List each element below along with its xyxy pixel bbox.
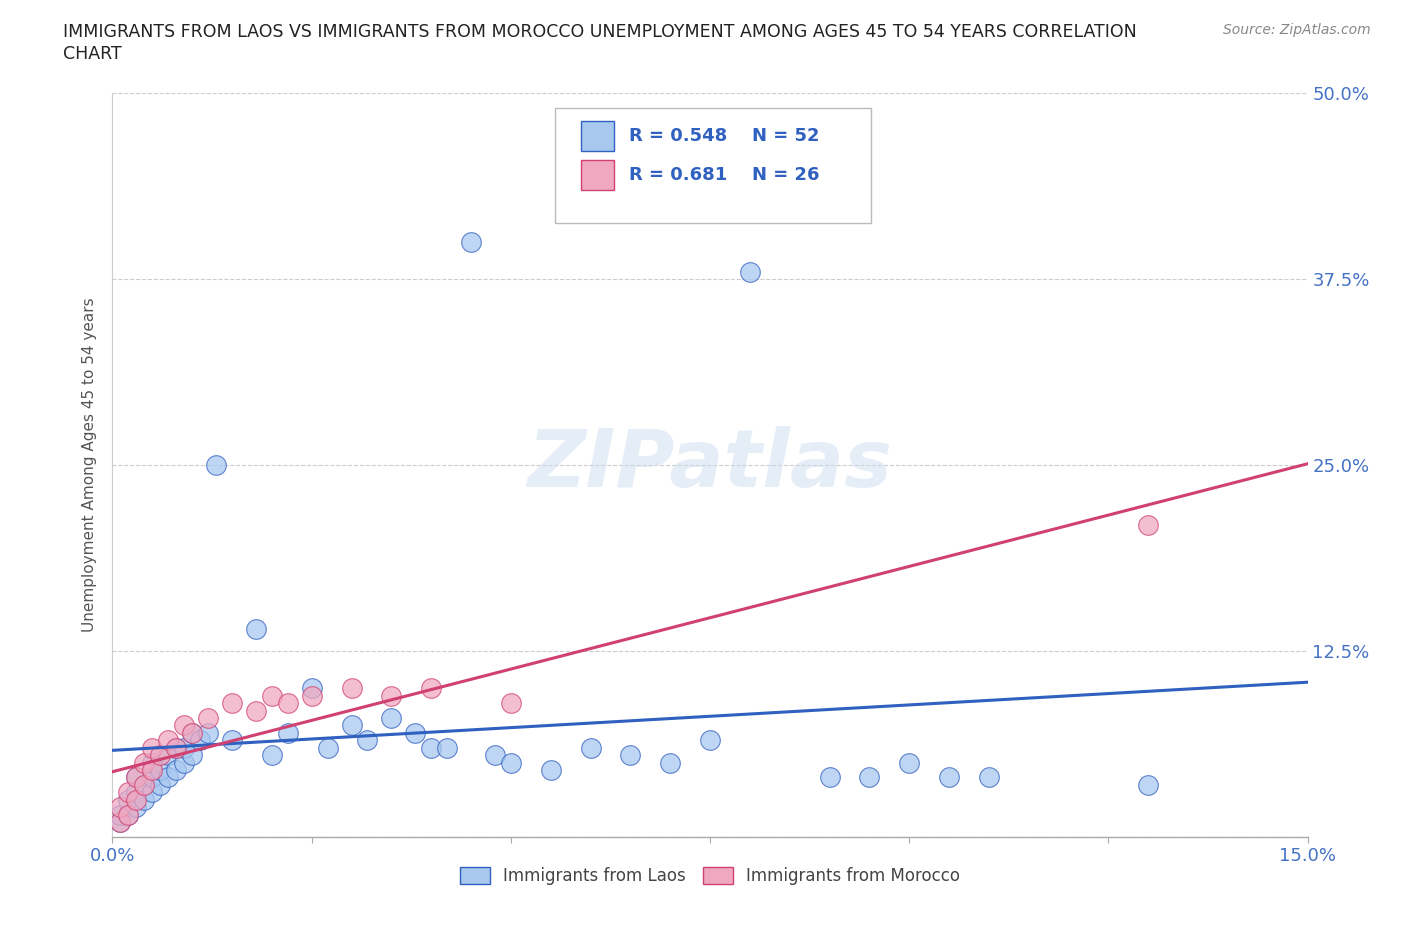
Point [404, 725, 426, 740]
Point [173, 755, 195, 770]
Point [245, 621, 267, 636]
Point [117, 792, 139, 807]
Point [125, 770, 148, 785]
Point [165, 763, 187, 777]
Point [1137, 517, 1160, 532]
Point [157, 748, 180, 763]
Y-axis label: Unemployment Among Ages 45 to 54 years: Unemployment Among Ages 45 to 54 years [82, 298, 97, 632]
Point [125, 792, 148, 807]
Point [181, 748, 204, 763]
Point [484, 748, 506, 763]
Point [699, 733, 721, 748]
Point [301, 688, 323, 703]
Point [149, 763, 172, 777]
Point [221, 696, 243, 711]
Point [141, 740, 163, 755]
Text: ZIPatlas: ZIPatlas [527, 426, 893, 504]
Point [245, 703, 267, 718]
Point [173, 740, 195, 755]
Point [659, 755, 682, 770]
Bar [581, 160, 614, 190]
Point [181, 725, 204, 740]
Point [117, 807, 139, 822]
Point [579, 740, 602, 755]
Point [181, 725, 204, 740]
Point [165, 740, 187, 755]
Point [340, 681, 363, 696]
Bar [581, 121, 614, 151]
Text: N = 52: N = 52 [752, 127, 820, 145]
Point [149, 748, 172, 763]
Point [316, 740, 339, 755]
Point [125, 770, 148, 785]
Point [260, 748, 283, 763]
Text: N = 26: N = 26 [752, 166, 820, 184]
Point [277, 725, 299, 740]
Point [197, 711, 219, 725]
Point [380, 711, 402, 725]
Point [134, 777, 156, 792]
Text: R = 0.681: R = 0.681 [628, 166, 727, 184]
Point [117, 807, 139, 822]
FancyBboxPatch shape [554, 108, 872, 223]
Point [165, 740, 187, 755]
Point [380, 688, 402, 703]
Point [117, 785, 139, 800]
Text: Source: ZipAtlas.com: Source: ZipAtlas.com [1223, 23, 1371, 37]
Point [540, 763, 562, 777]
Point [157, 733, 180, 748]
Point [420, 681, 443, 696]
Legend: Immigrants from Laos, Immigrants from Morocco: Immigrants from Laos, Immigrants from Mo… [453, 860, 967, 892]
Point [125, 785, 148, 800]
Point [499, 755, 522, 770]
Point [1137, 777, 1160, 792]
Point [818, 770, 841, 785]
Point [460, 234, 482, 249]
Point [141, 763, 163, 777]
Point [141, 755, 163, 770]
Text: IMMIGRANTS FROM LAOS VS IMMIGRANTS FROM MOROCCO UNEMPLOYMENT AMONG AGES 45 TO 54: IMMIGRANTS FROM LAOS VS IMMIGRANTS FROM … [63, 23, 1137, 41]
Point [110, 807, 132, 822]
Point [436, 740, 458, 755]
Point [420, 740, 443, 755]
Point [898, 755, 921, 770]
Point [277, 696, 299, 711]
Point [340, 718, 363, 733]
Point [858, 770, 880, 785]
Text: CHART: CHART [63, 45, 122, 62]
Point [188, 733, 211, 748]
Point [619, 748, 641, 763]
Point [499, 696, 522, 711]
Point [205, 458, 228, 472]
Point [134, 777, 156, 792]
Point [260, 688, 283, 703]
Point [141, 770, 163, 785]
Point [110, 815, 132, 830]
Point [197, 725, 219, 740]
Point [356, 733, 378, 748]
Point [125, 800, 148, 815]
Point [134, 792, 156, 807]
Point [173, 718, 195, 733]
Point [301, 681, 323, 696]
Point [134, 755, 156, 770]
Point [738, 264, 761, 279]
Point [110, 815, 132, 830]
Point [149, 777, 172, 792]
Point [157, 770, 180, 785]
Point [221, 733, 243, 748]
Point [938, 770, 960, 785]
Point [110, 800, 132, 815]
Point [141, 785, 163, 800]
Text: R = 0.548: R = 0.548 [628, 127, 727, 145]
Point [977, 770, 1000, 785]
